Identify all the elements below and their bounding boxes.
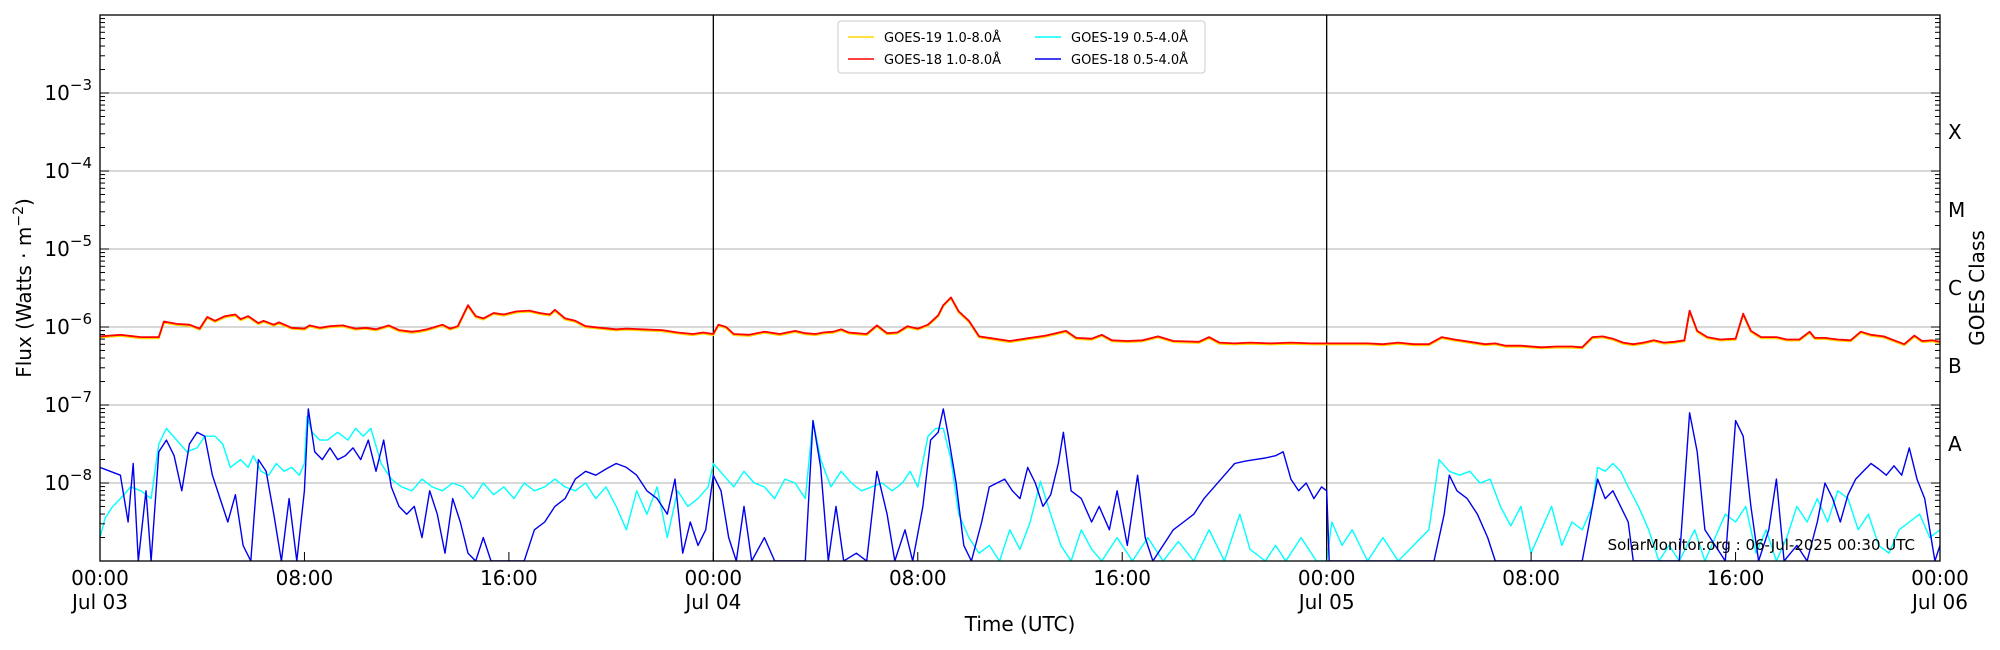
y-tick-label: 10−5 [44,232,92,261]
y-tick-label: 10−8 [44,466,92,495]
x-tick-label-time: 00:00 [685,566,743,590]
day-separator-lines [712,15,1328,561]
gridlines [100,92,1940,484]
y-tick-label: 10−3 [44,76,92,105]
plot-frame [99,14,1941,562]
x-axis-title: Time (UTC) [964,612,1076,636]
x-tick-label-time: 08:00 [1502,566,1560,590]
plot-area [100,296,1940,561]
legend-entry: GOES-19 0.5-4.0Å [1035,30,1188,46]
goes-class-x: X [1948,120,1962,144]
goes-class-b: B [1948,354,1962,378]
goes-class-labels: X M C B A [1948,120,1965,456]
y-tick-label: 10−4 [44,154,92,183]
x-tick-label-time: 00:00 [71,566,129,590]
x-tick-label-time: 08:00 [276,566,334,590]
y-axis-tick-labels: 10−3 10−4 10−5 10−6 10−7 10−8 [44,76,92,495]
x-tick-label-time: 16:00 [480,566,538,590]
x-tick-label-date: Jul 05 [1297,590,1355,614]
legend-label: GOES-19 1.0-8.0Å [884,30,1001,46]
y-axis-title: Flux (Watts · m−2) [11,198,36,378]
legend-entry: GOES-18 1.0-8.0Å [848,52,1001,68]
y-tick-label: 10−7 [44,388,92,417]
series-goes-18-1-0-8-0- [100,296,1940,349]
x-tick-label-date: Jul 03 [70,590,128,614]
goes-class-c: C [1948,276,1962,300]
x-tick-label-date: Jul 06 [1910,590,1968,614]
x-tick-label-time: 00:00 [1298,566,1356,590]
x-tick-label-time: 00:00 [1911,566,1969,590]
legend-entry: GOES-19 1.0-8.0Å [848,30,1001,46]
legend-label: GOES-18 1.0-8.0Å [884,52,1001,68]
x-tick-label-date: Jul 04 [683,590,741,614]
goes-class-a: A [1948,432,1962,456]
legend-label: GOES-19 0.5-4.0Å [1071,30,1188,46]
right-y-axis-title: GOES Class [1965,230,1989,346]
x-tick-label-time: 16:00 [1093,566,1151,590]
x-tick-label-time: 08:00 [889,566,947,590]
series-goes-18-0-5-4-0- [100,408,1940,561]
legend-box [837,20,1206,74]
legend-label: GOES-18 0.5-4.0Å [1071,52,1188,68]
x-tick-label-time: 16:00 [1707,566,1765,590]
solarmonitor-timestamp: SolarMonitor.org : 06-Jul-2025 00:30 UTC [1608,536,1915,554]
goes-class-m: M [1948,198,1965,222]
y-tick-label: 10−6 [44,310,92,339]
legend: GOES-19 1.0-8.0Å GOES-18 1.0-8.0Å GOES-19 … [837,20,1206,74]
legend-entry: GOES-18 0.5-4.0Å [1035,52,1188,68]
